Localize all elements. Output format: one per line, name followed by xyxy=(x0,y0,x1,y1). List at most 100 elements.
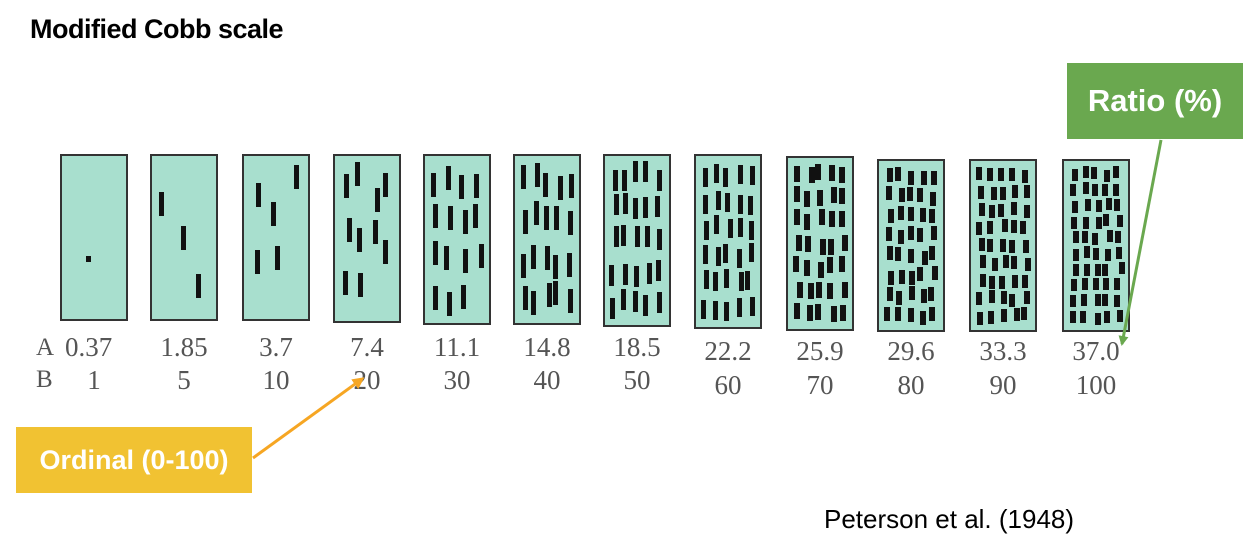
pustule-mark xyxy=(656,260,661,281)
pustule-mark xyxy=(531,245,536,269)
pustule-mark xyxy=(898,206,904,220)
pustule-mark xyxy=(1093,278,1099,290)
pustule-mark xyxy=(980,274,986,287)
pustule-mark xyxy=(704,221,709,240)
ratio-percent-label: 25.9 xyxy=(796,336,843,366)
pustule-mark xyxy=(815,164,821,180)
pustule-mark xyxy=(831,306,837,322)
pustule-mark xyxy=(347,218,352,242)
pustule-mark xyxy=(829,211,835,227)
pustule-mark xyxy=(1115,231,1121,243)
pustule-mark xyxy=(977,312,983,325)
pustule-mark xyxy=(828,239,834,255)
pustule-mark xyxy=(989,205,995,218)
pustule-mark xyxy=(998,204,1004,217)
pustule-mark xyxy=(1072,169,1078,181)
pustule-mark xyxy=(558,176,563,200)
pustule-mark xyxy=(275,246,280,270)
pustule-mark xyxy=(793,256,799,272)
pustule-mark xyxy=(1093,248,1099,260)
pustule-mark xyxy=(355,162,360,186)
ordinal-label: 40 xyxy=(534,365,561,395)
pustule-mark xyxy=(794,209,800,225)
pustule-mark xyxy=(929,246,935,260)
pustule-mark xyxy=(1071,217,1077,229)
pustule-mark xyxy=(750,166,755,185)
pustule-mark xyxy=(895,167,901,181)
pustule-mark xyxy=(547,283,552,307)
pustule-mark xyxy=(1095,294,1101,306)
pustule-mark xyxy=(796,235,802,251)
ordinal-label: 50 xyxy=(624,365,651,395)
pustule-mark xyxy=(815,304,821,320)
pustule-mark xyxy=(840,305,846,321)
pustule-mark xyxy=(622,170,627,191)
pustule-mark xyxy=(908,171,914,185)
pustule-mark xyxy=(1084,264,1090,276)
pustule-mark xyxy=(818,262,824,278)
pustule-mark xyxy=(643,197,648,218)
pustule-mark xyxy=(895,307,901,321)
pustule-mark xyxy=(633,161,638,182)
pustule-mark xyxy=(922,251,928,265)
pustule-mark xyxy=(831,187,837,203)
pustule-mark xyxy=(887,168,893,182)
pustule-mark xyxy=(1000,187,1006,200)
pustule-mark xyxy=(839,256,845,272)
pustule-mark xyxy=(895,247,901,261)
pustule-mark xyxy=(271,202,276,226)
pustule-mark xyxy=(917,228,923,242)
pustule-mark xyxy=(1011,202,1017,215)
pustule-mark xyxy=(1103,214,1109,226)
page-title: Modified Cobb scale xyxy=(30,14,284,44)
pustule-mark xyxy=(343,271,348,295)
pustule-mark xyxy=(804,214,810,230)
row-label-b: B xyxy=(36,366,53,393)
pustule-mark xyxy=(917,267,923,281)
pustule-mark xyxy=(703,245,708,264)
pustule-mark xyxy=(896,291,902,305)
pustule-mark xyxy=(929,307,935,321)
pustule-mark xyxy=(614,194,619,215)
pustule-mark xyxy=(610,298,615,319)
pustule-mark xyxy=(908,207,914,221)
pustule-mark xyxy=(794,186,800,202)
pustule-mark xyxy=(704,270,709,289)
pustule-mark xyxy=(989,290,995,303)
pustule-mark xyxy=(1095,264,1101,276)
pustule-mark xyxy=(1104,170,1110,182)
pustule-mark xyxy=(1103,278,1109,290)
severity-card xyxy=(513,154,581,325)
pustule-mark xyxy=(713,301,718,320)
pustule-mark xyxy=(545,246,550,270)
pustule-mark xyxy=(805,236,811,252)
pustule-mark xyxy=(1001,309,1007,322)
pustule-mark xyxy=(886,227,892,241)
pustule-mark xyxy=(479,244,484,268)
pustule-mark xyxy=(657,229,662,250)
pustule-mark xyxy=(988,311,994,324)
pustule-mark xyxy=(932,266,938,280)
pustule-mark xyxy=(521,165,526,189)
pustule-mark xyxy=(724,302,729,321)
pustule-mark xyxy=(728,219,733,238)
pustule-mark xyxy=(554,206,559,230)
pustule-mark xyxy=(635,226,640,247)
severity-card xyxy=(603,154,671,327)
ratio-arrow xyxy=(1118,139,1163,346)
pustule-mark xyxy=(739,272,744,291)
pustule-mark xyxy=(1070,295,1076,307)
pustule-mark xyxy=(750,297,755,316)
ordinal-label: 80 xyxy=(898,370,925,400)
pustule-mark xyxy=(375,188,380,212)
pustule-mark xyxy=(623,264,628,285)
ordinal-label: 100 xyxy=(1076,370,1117,400)
pustule-mark xyxy=(647,263,652,284)
pustule-mark xyxy=(431,173,436,197)
ratio-percent-label: 0.37 xyxy=(65,332,112,362)
pustule-mark xyxy=(738,195,743,214)
pustule-mark xyxy=(1073,249,1079,261)
pustule-mark xyxy=(657,292,662,313)
pustule-mark xyxy=(748,196,753,215)
pustule-mark xyxy=(839,167,845,183)
